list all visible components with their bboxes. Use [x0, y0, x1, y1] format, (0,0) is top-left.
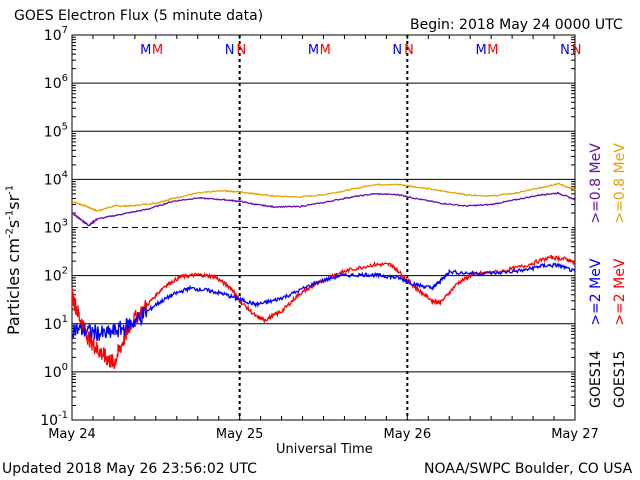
series-line — [71, 262, 576, 342]
y-axis-exp3: -1 — [4, 184, 16, 195]
ltime-marker: N — [225, 43, 235, 58]
ltime-marker: N — [236, 43, 246, 58]
x-tick-label: May 26 — [384, 427, 432, 442]
series-line — [71, 191, 576, 227]
begin-time: Begin: 2018 May 24 0000 UTC — [410, 17, 623, 33]
chart-title: GOES Electron Flux (5 minute data) — [14, 8, 264, 24]
x-axis-title: Universal Time — [276, 442, 373, 457]
series-line — [71, 254, 576, 369]
y-axis-title-s: s — [4, 219, 23, 229]
y-tick-label: 107 — [44, 25, 68, 44]
updated-timestamp: Updated 2018 May 26 23:56:02 UTC — [2, 461, 257, 477]
legend-goes15-high: >=2 MeV — [612, 258, 628, 326]
y-axis-title-text: Particles cm — [4, 238, 23, 335]
ltime-marker: N — [572, 43, 582, 58]
y-tick-label: 105 — [44, 121, 68, 140]
legend-goes15: GOES15 >=2 MeV >=0.8 MeV — [612, 143, 628, 408]
legend-goes14-low: >=0.8 MeV — [588, 143, 604, 224]
y-tick-label: 101 — [44, 314, 68, 333]
ltime-marker: N — [392, 43, 402, 58]
x-tick-label: May 27 — [551, 427, 599, 442]
series-line — [71, 182, 576, 212]
y-tick-label: 102 — [44, 266, 68, 285]
legend-goes14-sat: GOES14 — [588, 350, 604, 408]
y-axis-title-sr: sr — [4, 194, 23, 210]
y-axis-title: Particles cm-2s-1sr-1 — [4, 185, 23, 335]
source-credit: NOAA/SWPC Boulder, CO USA — [424, 461, 633, 477]
ltime-marker: M — [308, 43, 319, 58]
legend-goes14: GOES14 >=2 MeV >=0.8 MeV — [588, 143, 604, 408]
ltime-marker: M — [320, 43, 331, 58]
ltime-marker: N — [404, 43, 414, 58]
legend-goes15-sat: GOES15 — [612, 350, 628, 408]
ltime-marker: N — [560, 43, 570, 58]
y-axis-exp1: -2 — [4, 228, 16, 239]
y-tick-label: 106 — [44, 73, 68, 92]
y-axis-exp2: -1 — [4, 209, 16, 220]
legend-goes14-high: >=2 MeV — [588, 258, 604, 326]
y-tick-label: 100 — [44, 362, 68, 381]
ltime-marker: M — [152, 43, 163, 58]
ltime-marker: M — [140, 43, 151, 58]
ltime-marker: M — [475, 43, 486, 58]
legend-goes15-low: >=0.8 MeV — [612, 143, 628, 224]
ltime-marker: M — [487, 43, 498, 58]
x-tick-label: May 24 — [48, 427, 96, 442]
x-tick-label: May 25 — [216, 427, 264, 442]
y-tick-label: 103 — [44, 218, 68, 237]
y-tick-label: 104 — [44, 169, 68, 188]
